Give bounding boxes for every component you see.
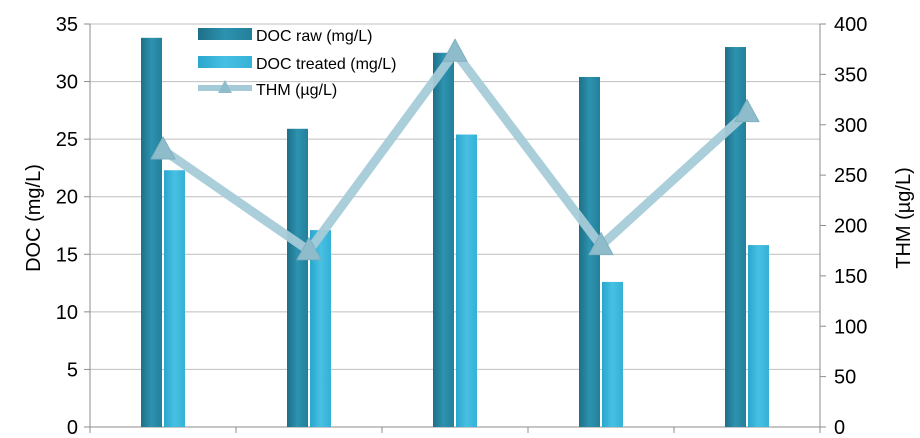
- thm-marker-triangle: [442, 38, 468, 62]
- y-tick-label: 30: [56, 72, 78, 94]
- bars-group: [141, 37, 769, 428]
- y2-tick-label: 250: [834, 165, 867, 187]
- bar-doc-treated: [310, 230, 331, 427]
- bar-doc-treated: [164, 170, 185, 427]
- y2-tick-label: 200: [834, 216, 867, 238]
- y-axis-left-title: DOC (mg/L): [23, 164, 45, 272]
- legend-swatch-doc-raw: [198, 28, 252, 40]
- thm-marker-triangle: [150, 135, 176, 160]
- y2-tick-label: 50: [834, 367, 856, 389]
- thm-marker-triangle: [296, 236, 322, 261]
- y-axis-left: 0 5 10 15 20 25 30 35: [56, 14, 91, 438]
- thm-marker-triangle: [734, 98, 760, 123]
- bar-doc-raw: [433, 52, 454, 428]
- legend-triangle-icon: [218, 80, 232, 93]
- legend-swatch-doc-treated: [198, 56, 252, 68]
- bar-doc-treated: [748, 245, 769, 427]
- bar-doc-raw: [287, 128, 308, 427]
- y-axis-right-title: THM (µg/L): [893, 167, 915, 269]
- y-tick-label: 25: [56, 129, 78, 151]
- y-tick-label: 35: [56, 14, 78, 36]
- y2-tick-label: 100: [834, 316, 867, 338]
- bar-doc-treated: [602, 281, 623, 427]
- y-axis-right: 0 50 100 150 200 250 300 350 400: [819, 14, 867, 438]
- y-tick-label: 10: [56, 302, 78, 324]
- y2-tick-label: 0: [834, 417, 845, 438]
- y2-tick-label: 400: [834, 14, 867, 36]
- y2-tick-label: 350: [834, 64, 867, 86]
- legend-label-thm: THM (µg/L): [256, 82, 337, 99]
- y2-tick-label: 150: [834, 266, 867, 288]
- legend-label-doc-treated: DOC treated (mg/L): [256, 56, 396, 73]
- y2-tick-label: 300: [834, 115, 867, 137]
- bar-doc-treated: [456, 134, 477, 427]
- bar-doc-raw: [725, 47, 746, 428]
- bar-doc-raw: [141, 37, 162, 428]
- legend-label-doc-raw: DOC raw (mg/L): [256, 28, 372, 45]
- thm-line-group: [150, 38, 760, 261]
- legend: DOC raw (mg/L) DOC treated (mg/L) THM (µ…: [198, 28, 396, 99]
- y-tick-label: 0: [67, 417, 78, 438]
- y-tick-label: 5: [67, 359, 78, 381]
- gridlines: [89, 23, 821, 433]
- thm-marker-triangle: [588, 231, 614, 256]
- y-tick-label: 20: [56, 187, 78, 209]
- bar-doc-raw: [579, 76, 600, 428]
- y-tick-label: 15: [56, 244, 78, 266]
